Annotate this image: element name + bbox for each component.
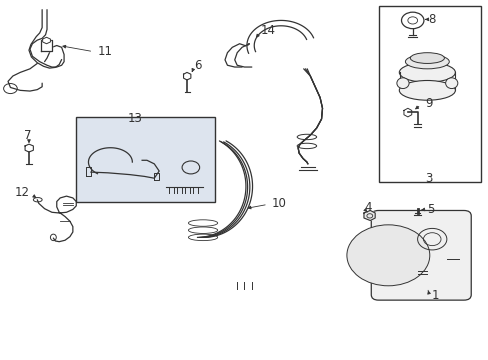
Polygon shape [183,72,190,80]
Text: 7: 7 [24,129,31,142]
Text: 10: 10 [272,197,286,210]
Ellipse shape [399,63,454,82]
Circle shape [356,232,419,279]
Text: 13: 13 [127,112,142,125]
FancyBboxPatch shape [370,211,470,300]
Polygon shape [41,40,52,51]
Polygon shape [25,144,33,152]
Polygon shape [42,37,50,44]
Text: 3: 3 [424,172,431,185]
Text: 12: 12 [15,186,30,199]
Ellipse shape [445,78,457,89]
Text: 11: 11 [98,45,113,58]
Text: 2: 2 [355,251,362,264]
Circle shape [366,239,409,271]
Circle shape [346,225,429,286]
Ellipse shape [405,54,448,69]
Circle shape [380,250,395,261]
Ellipse shape [399,81,454,100]
Polygon shape [403,108,411,117]
Text: 1: 1 [431,289,439,302]
Bar [378,6,480,182]
Ellipse shape [409,53,444,63]
Text: 9: 9 [424,97,432,110]
Text: 6: 6 [194,59,202,72]
Text: 4: 4 [364,202,371,215]
Ellipse shape [396,78,408,89]
Text: 14: 14 [260,24,275,37]
Text: 5: 5 [426,203,433,216]
Bar [76,117,215,202]
Polygon shape [363,211,374,221]
Text: 8: 8 [427,13,435,26]
